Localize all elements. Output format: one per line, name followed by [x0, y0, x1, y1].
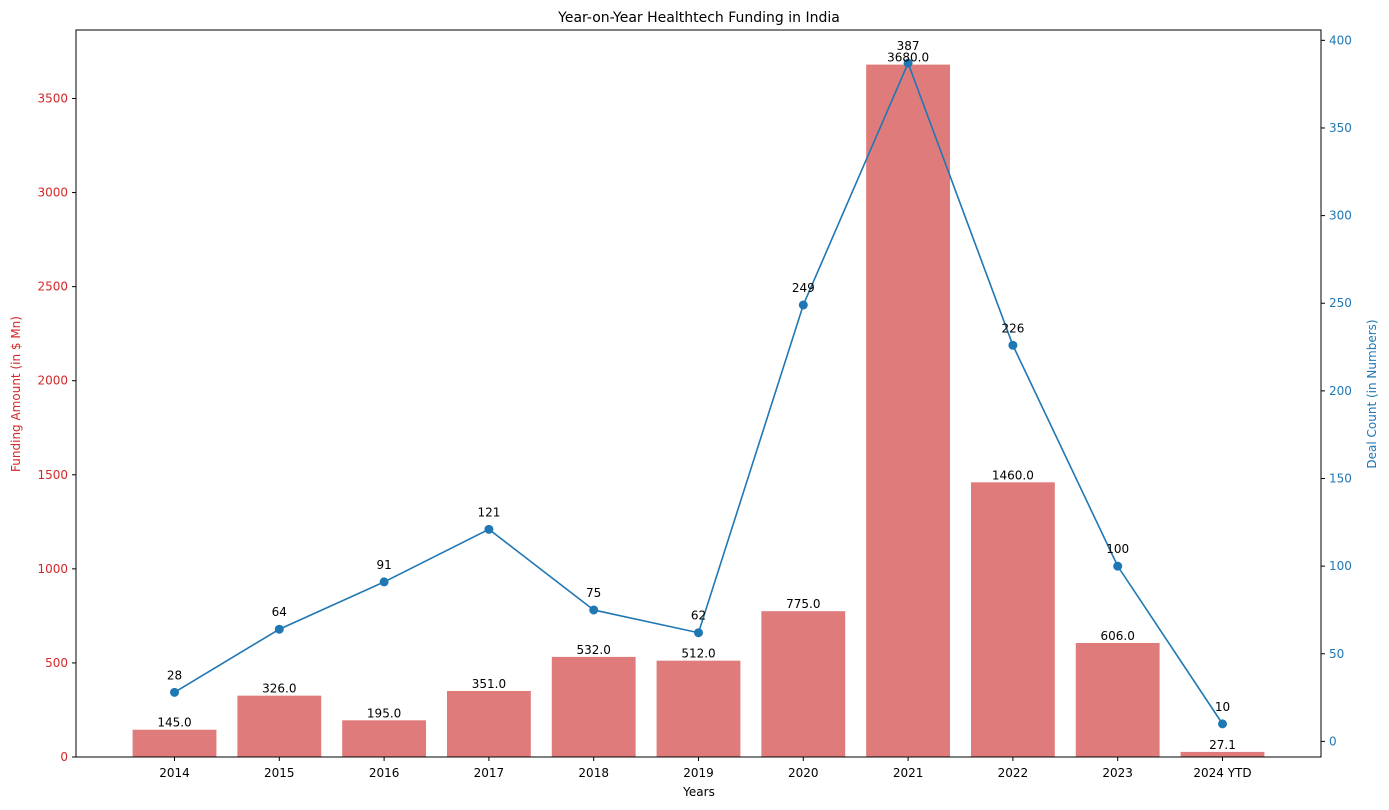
y2-tick-label: 400 [1329, 33, 1352, 47]
y-tick-label: 1000 [37, 562, 68, 576]
y2-tick-label: 200 [1329, 384, 1352, 398]
funding-bar [761, 611, 846, 757]
funding-bar [237, 695, 322, 757]
x-tick-label: 2017 [474, 766, 505, 780]
x-tick-label: 2014 [159, 766, 190, 780]
deal-count-point [1217, 719, 1227, 729]
y-axis-label: Funding Amount (in $ Mn) [9, 316, 23, 472]
deal-count-point [589, 605, 599, 615]
line-layer [170, 58, 1227, 729]
axes-layer: 0 500 1000 1500 2000 2500 3000 3500 0 50 100 150 200… [37, 33, 1351, 780]
deal-count-value-label: 387 [897, 39, 920, 53]
funding-value-label: 775.0 [786, 597, 820, 611]
deal-count-point [274, 624, 284, 634]
y-tick-label: 2000 [37, 374, 68, 388]
x-tick-label: 2023 [1102, 766, 1133, 780]
data-labels-layer: 145.0 326.0 195.0 351.0 532.0 512.0 775.0 3680.… [157, 39, 1236, 752]
x-axis-label: Years [682, 785, 715, 799]
y2-tick-label: 300 [1329, 209, 1352, 223]
funding-value-label: 512.0 [681, 647, 715, 661]
deal-count-point [903, 58, 913, 68]
x-tick-label: 2019 [683, 766, 714, 780]
deal-count-point [694, 628, 703, 638]
y2-tick-label: 100 [1329, 559, 1352, 573]
deal-count-value-label: 75 [586, 586, 601, 600]
funding-value-label: 326.0 [262, 682, 296, 696]
deal-count-value-label: 249 [792, 281, 815, 295]
y-tick-label: 2500 [37, 280, 68, 294]
funding-bar [656, 660, 741, 757]
deal-count-value-label: 100 [1106, 542, 1129, 556]
funding-bar [551, 656, 636, 757]
x-tick-label: 2016 [369, 766, 400, 780]
deal-count-point [484, 524, 494, 534]
deal-count-value-label: 226 [1001, 321, 1024, 335]
x-tick-label: 2022 [998, 766, 1029, 780]
funding-value-label: 145.0 [157, 716, 191, 730]
funding-value-label: 195.0 [367, 706, 401, 720]
funding-value-label: 1460.0 [992, 468, 1034, 482]
x-tick-label: 2021 [893, 766, 924, 780]
y-tick-label: 3500 [37, 91, 68, 105]
funding-bar [970, 482, 1055, 757]
y-tick-label: 500 [45, 656, 68, 670]
deal-count-point [798, 300, 808, 310]
deal-count-value-label: 28 [167, 668, 182, 682]
y-tick-label: 3000 [37, 186, 68, 200]
y2-tick-label: 150 [1329, 472, 1352, 486]
x-tick-label: 2015 [264, 766, 295, 780]
deal-count-value-label: 62 [691, 609, 706, 623]
deal-count-value-label: 91 [376, 558, 391, 572]
y-tick-label: 0 [60, 750, 68, 764]
deal-count-value-label: 64 [272, 605, 287, 619]
x-tick-label: 2018 [578, 766, 609, 780]
funding-bar [866, 64, 951, 758]
funding-value-label: 27.1 [1209, 738, 1236, 752]
y-tick-label: 1500 [37, 468, 68, 482]
deal-count-value-label: 10 [1215, 700, 1230, 714]
bars-layer [132, 64, 1265, 758]
funding-value-label: 606.0 [1101, 629, 1135, 643]
chart-title: Year-on-Year Healthtech Funding in India [557, 10, 840, 26]
deal-count-point [170, 687, 180, 697]
deal-count-point [1008, 340, 1018, 350]
x-tick-label: 2020 [788, 766, 819, 780]
funding-value-label: 351.0 [472, 677, 506, 691]
x-tick-label: 2024 YTD [1193, 766, 1251, 780]
funding-bar [1180, 751, 1265, 757]
y2-axis-label: Deal Count (in Numbers) [1365, 319, 1379, 468]
y2-tick-label: 250 [1329, 296, 1352, 310]
funding-value-label: 532.0 [577, 643, 611, 657]
y2-tick-label: 350 [1329, 121, 1352, 135]
funding-bar [446, 690, 531, 757]
deal-count-point [1113, 561, 1123, 571]
funding-bar [1075, 642, 1160, 757]
y2-tick-label: 50 [1329, 647, 1344, 661]
deal-count-value-label: 121 [477, 505, 500, 519]
funding-bar [132, 729, 217, 757]
deal-count-point [379, 577, 389, 587]
funding-bar [342, 720, 427, 757]
y2-tick-label: 0 [1329, 734, 1337, 748]
funding-value-label: 3680.0 [887, 51, 929, 65]
